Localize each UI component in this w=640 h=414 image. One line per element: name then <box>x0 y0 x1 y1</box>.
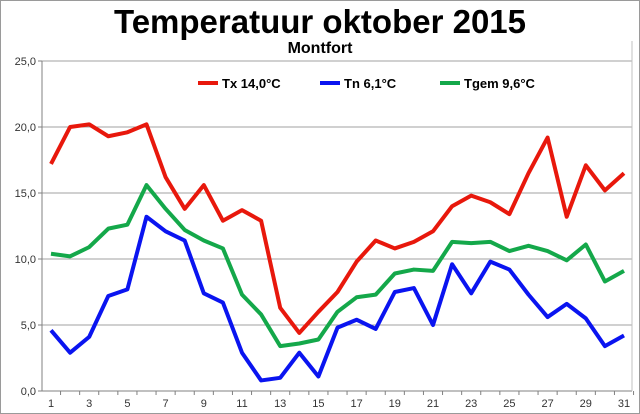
x-tick-label: 29 <box>580 398 592 410</box>
x-tick-label: 9 <box>201 398 207 410</box>
legend-label: Tgem 9,6°C <box>464 76 536 91</box>
legend-label: Tx 14,0°C <box>222 76 281 91</box>
x-tick-label: 25 <box>503 398 515 410</box>
x-tick-label: 13 <box>274 398 286 410</box>
x-tick-label: 11 <box>236 398 247 410</box>
y-tick-label: 0,0 <box>21 386 36 398</box>
y-tick-label: 20,0 <box>15 122 36 134</box>
x-tick-label: 7 <box>163 398 169 410</box>
chart-subtitle: Montfort <box>288 40 354 57</box>
y-tick-label: 15,0 <box>15 188 36 200</box>
x-tick-label: 19 <box>389 398 401 410</box>
x-tick-label: 5 <box>124 398 130 410</box>
y-tick-label: 5,0 <box>21 320 36 332</box>
y-tick-label: 10,0 <box>15 254 36 266</box>
legend-label: Tn 6,1°C <box>344 76 397 91</box>
x-tick-label: 23 <box>465 398 477 410</box>
chart-title: Temperatuur oktober 2015 <box>114 3 526 40</box>
x-tick-label: 21 <box>427 398 439 410</box>
x-tick-label: 27 <box>541 398 553 410</box>
x-tick-label: 31 <box>618 398 630 410</box>
x-tick-label: 1 <box>48 398 54 410</box>
x-tick-label: 15 <box>312 398 324 410</box>
x-tick-label: 17 <box>350 398 362 410</box>
y-tick-label: 25,0 <box>15 56 36 68</box>
x-tick-label: 3 <box>86 398 92 410</box>
